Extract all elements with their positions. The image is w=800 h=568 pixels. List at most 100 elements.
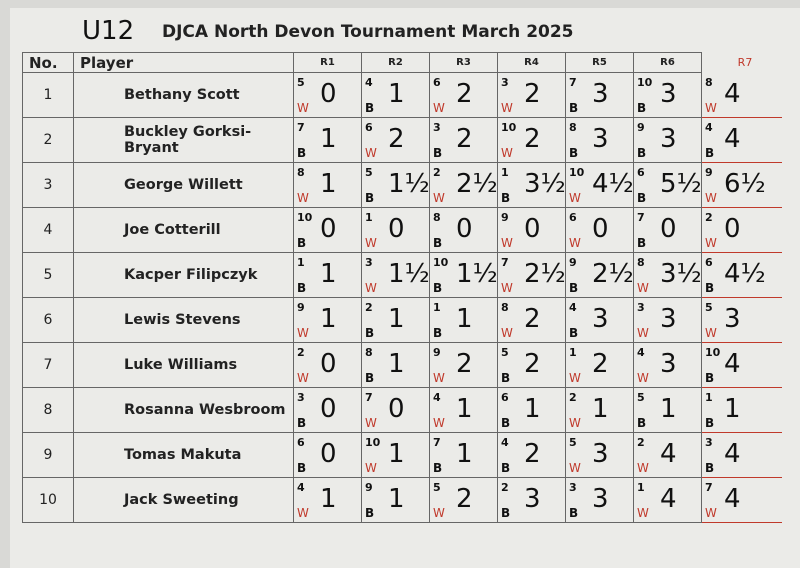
colour-played: B	[297, 461, 307, 475]
cumulative-score: 1	[456, 439, 473, 469]
opponent-number: 1	[297, 256, 305, 269]
player-number: 10	[22, 477, 74, 523]
colour-played: W	[501, 101, 513, 115]
header-no: No.	[22, 52, 74, 73]
colour-played: B	[501, 191, 511, 205]
opponent-number: 8	[433, 211, 441, 224]
cumulative-score: 3	[524, 484, 541, 514]
opponent-number: 2	[637, 436, 645, 449]
colour-played: W	[365, 146, 377, 160]
colour-played: W	[433, 506, 445, 520]
opponent-number: 6	[297, 436, 305, 449]
colour-played: W	[365, 281, 377, 295]
opponent-number: 9	[365, 481, 373, 494]
opponent-number: 5	[705, 301, 713, 314]
opponent-number: 10	[637, 76, 653, 89]
colour-played: B	[637, 236, 647, 250]
cumulative-score: 1	[724, 394, 741, 424]
header-r7: R7	[701, 52, 782, 73]
opponent-number: 9	[433, 346, 441, 359]
opponent-number: 3	[433, 121, 441, 134]
round-result-r5: 10 W 4½	[565, 162, 634, 208]
cumulative-score: 2	[524, 79, 541, 109]
opponent-number: 9	[705, 166, 713, 179]
cumulative-score: 0	[660, 214, 677, 244]
opponent-number: 8	[501, 301, 509, 314]
round-result-r6: 6 B 5½	[633, 162, 702, 208]
cumulative-score: 2½	[592, 259, 634, 289]
cumulative-score: 3	[592, 124, 609, 154]
round-result-r2: 10 W 1	[361, 432, 430, 478]
opponent-number: 1	[705, 391, 713, 404]
colour-played: W	[433, 416, 445, 430]
cumulative-score: 4	[724, 439, 741, 469]
cumulative-score: 4	[660, 484, 677, 514]
opponent-number: 5	[501, 346, 509, 359]
round-result-r4: 7 W 2½	[497, 252, 566, 298]
colour-played: W	[365, 461, 377, 475]
cumulative-score: 1	[456, 394, 473, 424]
cumulative-score: 4	[724, 78, 741, 109]
cumulative-score: 3	[660, 304, 677, 334]
cumulative-score: 0	[524, 214, 541, 244]
opponent-number: 1	[569, 346, 577, 359]
cumulative-score: 2	[524, 439, 541, 469]
colour-played: B	[569, 101, 579, 115]
colour-played: W	[705, 506, 717, 520]
opponent-number: 7	[637, 211, 645, 224]
opponent-number: 1	[433, 301, 441, 314]
cumulative-score: 2	[524, 124, 541, 154]
cumulative-score: 2	[592, 349, 609, 379]
colour-played: W	[569, 416, 581, 430]
opponent-number: 2	[365, 301, 373, 314]
opponent-number: 1	[365, 211, 373, 224]
cumulative-score: 4	[724, 484, 741, 514]
colour-played: W	[297, 326, 309, 340]
header-row: No. Player R1 R2 R3 R4 R5 R6 R7	[22, 52, 782, 73]
table-row: 7 Luke Williams 2 W 0 8 B 1 9 W 2 5 B 2 1 W 2 4 W 3 10 B 4	[22, 342, 782, 388]
opponent-number: 8	[297, 166, 305, 179]
colour-played: W	[297, 101, 309, 115]
tournament-title: DJCA North Devon Tournament March 2025	[162, 22, 574, 42]
opponent-number: 5	[297, 76, 305, 89]
table-row: 1 Bethany Scott 5 W 0 4 B 1 6 W 2 3 W 2 7 B 3 10 B 3 8 W 4	[22, 72, 782, 118]
colour-played: W	[637, 461, 649, 475]
colour-played: B	[297, 236, 307, 250]
colour-played: W	[705, 191, 717, 205]
colour-played: B	[433, 236, 443, 250]
opponent-number: 5	[569, 436, 577, 449]
colour-played: B	[705, 281, 715, 295]
cumulative-score: 1½	[388, 169, 430, 199]
player-name: Rosanna Wesbroom	[73, 387, 294, 433]
colour-played: B	[637, 146, 647, 160]
colour-played: W	[501, 326, 513, 340]
cumulative-score: 1½	[388, 259, 430, 289]
colour-played: B	[501, 371, 511, 385]
opponent-number: 8	[637, 256, 645, 269]
opponent-number: 6	[501, 391, 509, 404]
cumulative-score: 1	[592, 394, 609, 424]
player-name: Bethany Scott	[73, 72, 294, 118]
opponent-number: 5	[365, 166, 373, 179]
player-name: Kacper Filipczyk	[73, 252, 294, 298]
cumulative-score: 1	[388, 484, 405, 514]
age-group-label: U12	[82, 16, 135, 46]
round-result-r6: 10 B 3	[633, 72, 702, 118]
cumulative-score: 4	[724, 349, 741, 379]
colour-played: B	[705, 461, 715, 475]
